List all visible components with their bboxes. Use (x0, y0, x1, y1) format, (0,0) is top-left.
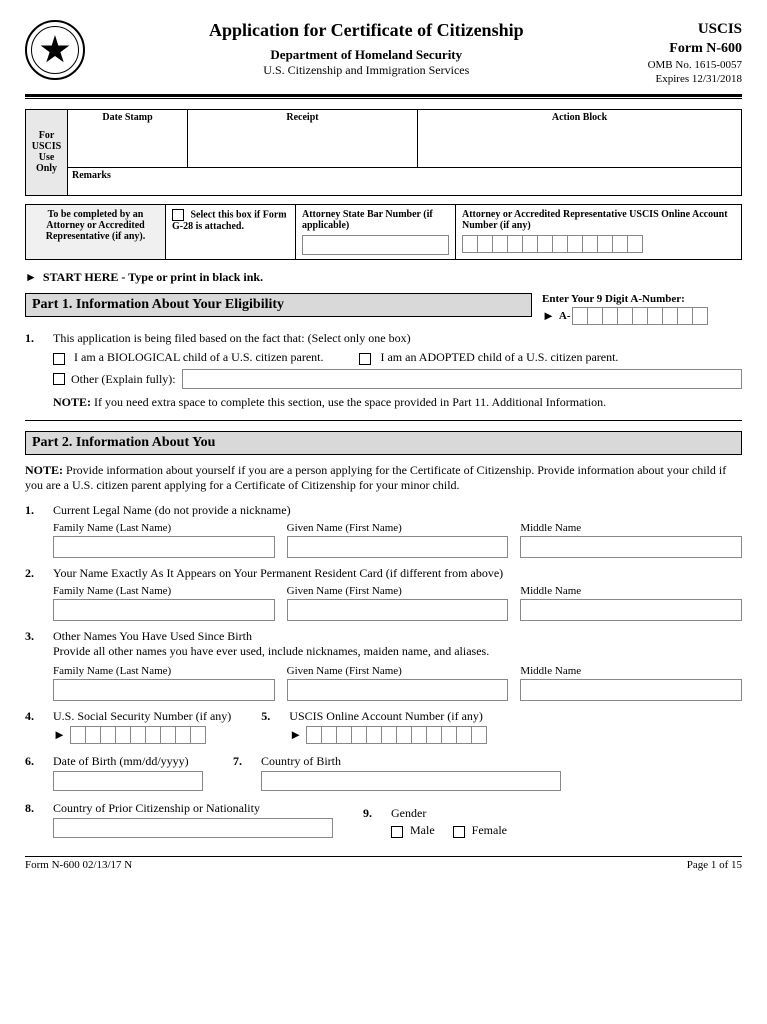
q3-given-input[interactable] (287, 679, 509, 701)
country-birth-label: Country of Birth (261, 754, 742, 769)
q3-family-input[interactable] (53, 679, 275, 701)
state-bar-input[interactable] (302, 235, 449, 255)
male-checkbox[interactable] (391, 826, 403, 838)
q-number: 3. (25, 629, 53, 659)
uscis-only-side-label: For USCIS Use Only (26, 110, 68, 196)
part2-note: NOTE: Provide information about yourself… (25, 463, 742, 493)
part2-q3-sub: Provide all other names you have ever us… (53, 644, 742, 659)
part1-q1-text: This application is being filed based on… (53, 331, 742, 346)
g28-checkbox[interactable] (172, 209, 184, 221)
start-here-text: ► START HERE - Type or print in black in… (25, 270, 742, 285)
female-label: Female (472, 823, 507, 837)
middle-name-label: Middle Name (520, 585, 742, 597)
uscis-account-label: USCIS Online Account Number (if any) (289, 709, 487, 724)
part1-note: NOTE: If you need extra space to complet… (53, 395, 742, 410)
part2-header: Part 2. Information About You (25, 431, 742, 455)
part1-header: Part 1. Information About Your Eligibili… (25, 293, 532, 317)
dob-input[interactable] (53, 771, 203, 791)
q-number: 1. (25, 503, 53, 518)
family-name-label: Family Name (Last Name) (53, 585, 275, 597)
ssn-label: U.S. Social Security Number (if any) (53, 709, 231, 724)
uscis-label: USCIS (648, 20, 742, 40)
adopted-label: I am an ADOPTED child of a U.S. citizen … (380, 350, 618, 364)
attorney-instruction: To be completed by an Attorney or Accred… (26, 205, 166, 260)
form-number: Form N-600 (648, 40, 742, 58)
q2-given-input[interactable] (287, 599, 509, 621)
prior-citizenship-input[interactable] (53, 818, 333, 838)
state-bar-label: Attorney State Bar Number (if applicable… (302, 209, 449, 231)
form-header: Application for Certificate of Citizensh… (25, 20, 742, 86)
uscis-use-only-table: For USCIS Use Only Date Stamp Receipt Ac… (25, 109, 742, 196)
other-checkbox[interactable] (53, 373, 65, 385)
attorney-account-digits[interactable] (462, 235, 735, 253)
form-title: Application for Certificate of Citizensh… (95, 20, 638, 41)
q-number: 8. (25, 801, 53, 818)
ssn-digits[interactable] (70, 726, 206, 744)
q1-family-input[interactable] (53, 536, 275, 558)
dept-name: Department of Homeland Security (95, 47, 638, 63)
q-number: 4. (25, 709, 53, 726)
action-block-header: Action Block (422, 112, 737, 123)
q-number: 9. (363, 806, 391, 823)
footer-right: Page 1 of 15 (687, 859, 742, 871)
attorney-section-table: To be completed by an Attorney or Accred… (25, 204, 742, 260)
q2-family-input[interactable] (53, 599, 275, 621)
expiry-date: Expires 12/31/2018 (648, 72, 742, 86)
part2-q3-text: Other Names You Have Used Since Birth (53, 629, 742, 644)
family-name-label: Family Name (Last Name) (53, 665, 275, 677)
part2-q1-text: Current Legal Name (do not provide a nic… (53, 503, 742, 518)
header-rule (25, 94, 742, 99)
other-explain-input[interactable] (182, 369, 742, 389)
q-number: 5. (261, 709, 289, 726)
page-footer: Form N-600 02/13/17 N Page 1 of 15 (25, 857, 742, 871)
receipt-header: Receipt (192, 112, 413, 123)
q1-given-input[interactable] (287, 536, 509, 558)
female-checkbox[interactable] (453, 826, 465, 838)
middle-name-label: Middle Name (520, 522, 742, 534)
biological-checkbox[interactable] (53, 353, 65, 365)
attorney-account-label: Attorney or Accredited Representative US… (462, 209, 735, 231)
given-name-label: Given Name (First Name) (287, 665, 509, 677)
male-label: Male (410, 823, 435, 837)
other-label: Other (Explain fully): (71, 372, 176, 387)
g28-label: Select this box if Form G-28 is attached… (172, 210, 287, 233)
omb-number: OMB No. 1615-0057 (648, 58, 742, 72)
adopted-checkbox[interactable] (359, 353, 371, 365)
arrow-icon: ► (53, 727, 66, 743)
middle-name-label: Middle Name (520, 665, 742, 677)
a-prefix: A- (559, 310, 571, 322)
a-number-digits[interactable] (572, 307, 708, 325)
country-birth-input[interactable] (261, 771, 561, 791)
part2-q2-text: Your Name Exactly As It Appears on Your … (53, 566, 742, 581)
gender-label: Gender (391, 806, 507, 821)
arrow-icon: ► (289, 727, 302, 743)
biological-label: I am a BIOLOGICAL child of a U.S. citize… (74, 350, 323, 364)
q-number: 1. (25, 331, 53, 346)
date-stamp-header: Date Stamp (72, 112, 183, 123)
remarks-header: Remarks (72, 170, 111, 181)
agency-name: U.S. Citizenship and Immigration Service… (95, 63, 638, 78)
q-number: 7. (233, 754, 261, 771)
uscis-account-digits[interactable] (306, 726, 487, 744)
a-number-label: Enter Your 9 Digit A-Number: (542, 293, 742, 305)
arrow-icon: ► (542, 308, 555, 324)
q-number: 2. (25, 566, 53, 581)
section-divider (25, 420, 742, 421)
q1-middle-input[interactable] (520, 536, 742, 558)
dhs-seal-icon (25, 20, 85, 80)
given-name-label: Given Name (First Name) (287, 585, 509, 597)
q-number: 6. (25, 754, 53, 771)
prior-citizenship-label: Country of Prior Citizenship or National… (53, 801, 333, 816)
given-name-label: Given Name (First Name) (287, 522, 509, 534)
footer-left: Form N-600 02/13/17 N (25, 859, 132, 871)
family-name-label: Family Name (Last Name) (53, 522, 275, 534)
q3-middle-input[interactable] (520, 679, 742, 701)
dob-label: Date of Birth (mm/dd/yyyy) (53, 754, 203, 769)
q2-middle-input[interactable] (520, 599, 742, 621)
